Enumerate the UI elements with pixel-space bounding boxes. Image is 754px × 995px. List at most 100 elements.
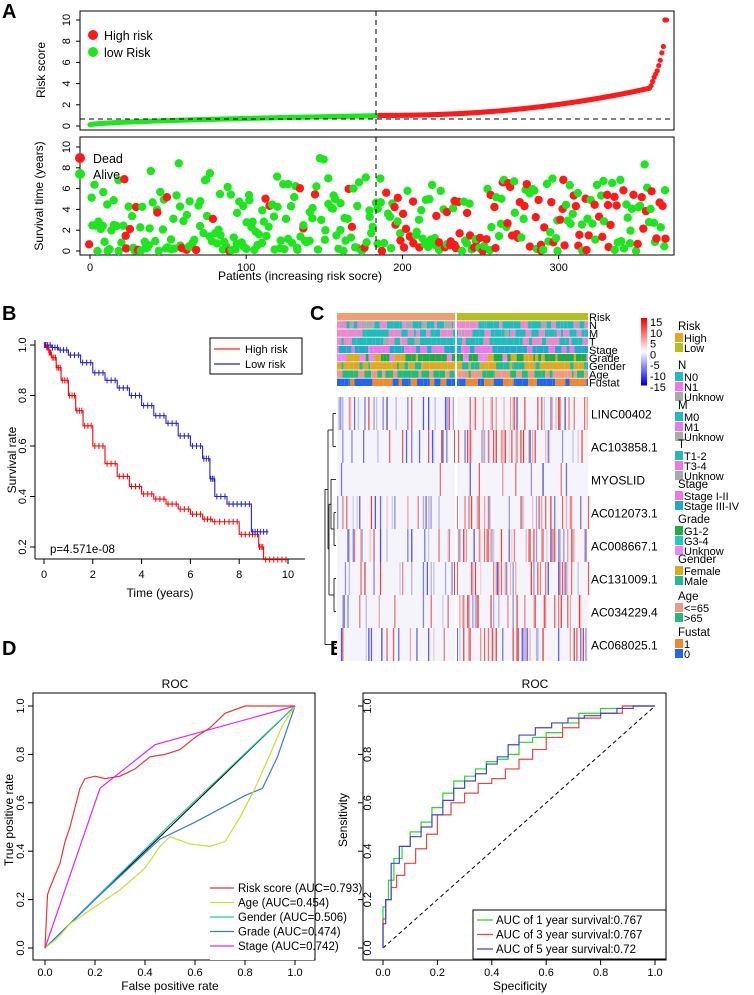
heatmap-cell	[394, 496, 396, 529]
heatmap-cell	[511, 529, 513, 562]
heatmap-cell	[532, 430, 534, 463]
dead-point	[401, 224, 411, 234]
legend-swatch	[675, 392, 683, 401]
heatmap-cell	[469, 397, 471, 430]
roc-d-title: ROC	[162, 677, 189, 691]
annotation-cell	[401, 378, 405, 386]
color-scale-step	[641, 343, 647, 346]
alive-point	[336, 199, 345, 208]
survival-xtick-label: 100	[237, 262, 255, 274]
alive-point	[190, 235, 199, 244]
heatmap-cell	[405, 430, 408, 463]
alive-point	[465, 199, 474, 208]
heatmap-cell	[545, 562, 547, 595]
dead-point	[432, 211, 441, 221]
annotation-cell	[372, 378, 380, 386]
survival-time-xlabel: Patients (increasing risk socre)	[218, 269, 382, 283]
heatmap-cell	[342, 496, 344, 529]
heatmap-cell	[529, 430, 531, 463]
heatmap-cell	[360, 529, 362, 562]
dead-point	[661, 234, 670, 243]
annotation-cell	[534, 370, 537, 378]
annotation-cell	[447, 362, 455, 370]
annotation-cell	[412, 321, 419, 329]
roc-e-curve-1-year	[382, 705, 655, 948]
alive-point	[365, 206, 374, 215]
heatmap-cell	[550, 397, 552, 430]
heatmap-cell	[346, 496, 348, 529]
annotation-cell	[569, 345, 575, 354]
color-scale-label: -10	[650, 371, 666, 383]
heatmap-cell	[370, 628, 373, 661]
legend-item-label: Male	[684, 576, 708, 588]
color-scale-step	[641, 326, 647, 329]
alive-point	[313, 245, 323, 254]
annotation-cell	[566, 345, 570, 354]
annotation-cell	[451, 354, 454, 362]
alive-point	[448, 203, 458, 213]
risk-score-yticks: 0 2 4 6 8 10	[61, 14, 80, 129]
annotation-cell	[366, 321, 373, 329]
annotation-cell	[337, 329, 341, 337]
heatmap-cell	[506, 562, 508, 595]
heatmap-cell	[424, 529, 426, 562]
annotation-cell	[533, 354, 536, 362]
heatmap-cell	[430, 595, 432, 628]
annotation-cell	[390, 378, 393, 386]
annotation-cell	[522, 337, 526, 345]
heatmap-cell	[407, 529, 409, 562]
heatmap-cell	[360, 562, 362, 595]
annotation-cell	[438, 345, 443, 354]
risk-ytick-label: 8	[61, 38, 73, 44]
alive-point	[90, 180, 99, 189]
alive-point	[561, 200, 571, 210]
heatmap-cell	[459, 595, 461, 628]
annotation-cell	[394, 354, 401, 362]
annotation-cell	[381, 354, 384, 362]
annotation-cell	[458, 329, 462, 337]
annotation-cell	[431, 337, 437, 345]
panel-letter-c: C	[310, 303, 324, 325]
heatmap-cell	[474, 562, 477, 595]
heatmap-cell	[377, 430, 379, 463]
annotation-cell	[430, 329, 435, 337]
risk-point	[648, 83, 654, 89]
legend-swatch	[675, 603, 683, 612]
roc-d-xtick-label: 0.2	[87, 967, 102, 979]
annotation-cell	[415, 329, 420, 337]
heatmap-cell	[587, 496, 590, 529]
alive-point	[353, 201, 362, 211]
annotation-cell	[513, 362, 519, 370]
annotation-cell	[586, 362, 588, 370]
annotation-cell	[394, 329, 402, 337]
heatmap-cell	[386, 529, 388, 562]
heatmap-cell	[444, 397, 447, 430]
heatmap-cell	[572, 430, 574, 463]
annotation-cell	[392, 370, 398, 378]
heatmap-cell	[463, 628, 465, 661]
alive-point	[148, 198, 157, 207]
annotation-cell	[427, 321, 431, 329]
legend-item-label: Unknow	[684, 546, 724, 558]
annotation-cell	[427, 378, 430, 386]
color-scale-step	[641, 346, 647, 349]
alive-point	[179, 216, 188, 226]
alive-point	[566, 219, 575, 229]
dead-point	[382, 188, 391, 197]
heatmap-cell	[573, 397, 575, 430]
roc-e-legend: AUC of 1 year survival:0.767 AUC of 3 yea…	[472, 909, 667, 960]
dead-point	[584, 231, 593, 240]
annotation-cell	[461, 370, 469, 378]
annotation-cell	[494, 329, 502, 337]
heatmap-cell	[447, 595, 449, 628]
annotation-cell	[522, 378, 529, 386]
roc-d-ylabel: True positive rate	[2, 774, 16, 867]
roc-d-curves	[44, 705, 296, 949]
annotation-cell	[478, 337, 484, 345]
alive-point	[538, 245, 548, 254]
color-scale-step	[641, 368, 647, 371]
dead-point	[408, 197, 418, 206]
annotation-gap	[455, 313, 457, 322]
annotation-cell	[404, 362, 409, 370]
